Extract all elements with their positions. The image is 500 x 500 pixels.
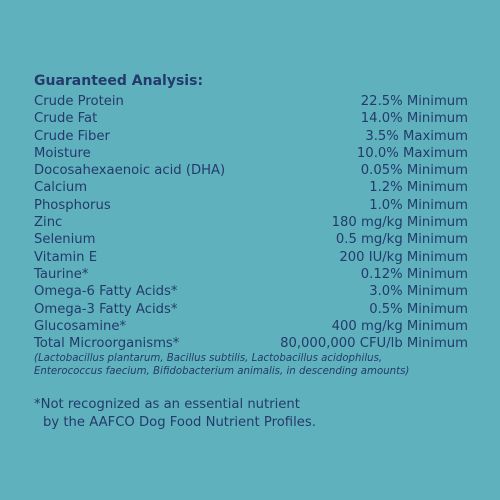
analysis-row: Crude Protein 22.5% Minimum [34, 93, 468, 110]
nutrient-value: 1.0% Minimum [369, 197, 468, 213]
microorganism-note: (Lactobacillus plantarum, Bacillus subti… [34, 353, 468, 378]
nutrient-value: 180 mg/kg Minimum [331, 215, 468, 231]
nutrient-name: Zinc [34, 215, 63, 231]
nutrient-name: Moisture [34, 145, 91, 161]
nutrient-name: Taurine* [34, 266, 89, 282]
nutrient-name: Omega-6 Fatty Acids* [34, 284, 178, 300]
analysis-row: Selenium 0.5 mg/kg Minimum [34, 231, 468, 248]
nutrient-name: Glucosamine* [34, 318, 127, 334]
nutrient-name: Omega-3 Fatty Acids* [34, 301, 178, 317]
analysis-row: Zinc 180 mg/kg Minimum [34, 214, 468, 231]
nutrient-name: Vitamin E [34, 249, 98, 265]
analysis-row: Omega-6 Fatty Acids* 3.0% Minimum [34, 283, 468, 300]
analysis-row: Phosphorus 1.0% Minimum [34, 197, 468, 214]
nutrient-name: Calcium [34, 180, 88, 196]
analysis-row: Total Microorganisms* 80,000,000 CFU/lb … [34, 335, 468, 352]
microorganism-note-line: Enterococcus faecium, Bifidobacterium an… [34, 365, 410, 377]
footnote-line: by the AAFCO Dog Food Nutrient Profiles. [43, 415, 316, 431]
nutrient-name: Docosahexaenoic acid (DHA) [34, 163, 226, 179]
footnote-line: *Not recognized as an essential nutrient [34, 397, 300, 413]
nutrient-value: 400 mg/kg Minimum [331, 318, 468, 334]
nutrient-name: Phosphorus [34, 197, 111, 213]
nutrient-value: 3.5% Maximum [365, 128, 468, 144]
nutrient-value: 80,000,000 CFU/lb Minimum [280, 336, 468, 352]
nutrient-value: 3.0% Minimum [369, 284, 468, 300]
nutrient-value: 0.5 mg/kg Minimum [335, 232, 468, 248]
analysis-row: Taurine* 0.12% Minimum [34, 266, 468, 283]
analysis-row: Crude Fat 14.0% Minimum [34, 110, 468, 127]
analysis-row: Glucosamine* 400 mg/kg Minimum [34, 318, 468, 335]
analysis-table: Crude Protein 22.5% Minimum Crude Fat 14… [34, 93, 468, 352]
nutrient-value: 22.5% Minimum [360, 94, 468, 109]
analysis-row: Docosahexaenoic acid (DHA) 0.05% Minimum [34, 162, 468, 179]
nutrient-value: 1.2% Minimum [369, 180, 468, 196]
analysis-heading: Guaranteed Analysis: [34, 73, 204, 89]
nutrient-value: 200 IU/kg Minimum [339, 249, 468, 265]
analysis-row: Moisture 10.0% Maximum [34, 145, 468, 162]
nutrient-name: Selenium [34, 232, 96, 248]
nutrient-name: Crude Protein [34, 94, 124, 109]
nutrient-name: Total Microorganisms* [34, 336, 180, 352]
nutrient-value: 10.0% Maximum [356, 145, 468, 161]
nutrient-value: 0.12% Minimum [360, 266, 468, 282]
analysis-row: Calcium 1.2% Minimum [34, 179, 468, 196]
analysis-row: Crude Fiber 3.5% Maximum [34, 128, 468, 145]
nutrient-value: 0.5% Minimum [369, 301, 468, 317]
aafco-footnote: *Not recognized as an essential nutrient… [34, 396, 468, 432]
nutrient-value: 14.0% Minimum [360, 111, 468, 127]
analysis-row: Vitamin E 200 IU/kg Minimum [34, 249, 468, 266]
guaranteed-analysis-panel: Guaranteed Analysis: Crude Protein 22.5%… [34, 72, 468, 432]
nutrient-name: Crude Fiber [34, 128, 110, 144]
analysis-row: Omega-3 Fatty Acids* 0.5% Minimum [34, 301, 468, 318]
nutrient-name: Crude Fat [34, 111, 98, 127]
nutrient-value: 0.05% Minimum [360, 163, 468, 179]
microorganism-note-line: (Lactobacillus plantarum, Bacillus subti… [34, 353, 383, 365]
